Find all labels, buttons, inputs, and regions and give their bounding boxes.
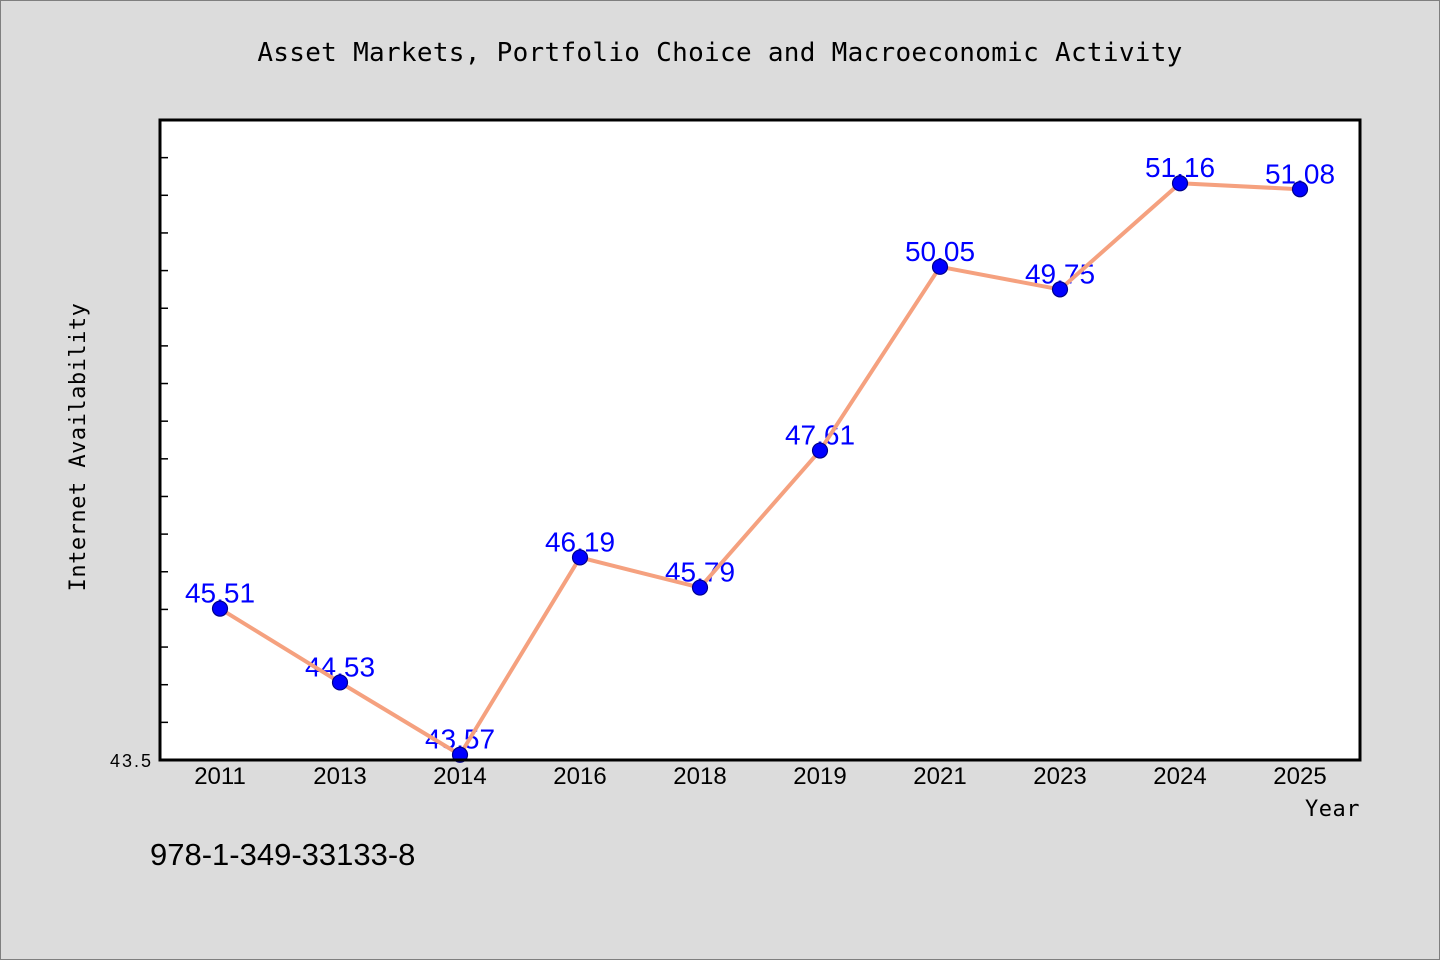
x-tick-label: 2018 [673, 763, 726, 790]
x-tick-label: 2011 [194, 763, 246, 790]
data-point [691, 579, 709, 596]
x-axis-label: Year [1305, 797, 1360, 822]
plot-border [158, 118, 1362, 762]
data-point [931, 258, 949, 275]
x-tick-label: 2013 [313, 763, 366, 790]
y-axis-label: Internet Availability [66, 303, 91, 592]
data-point [211, 600, 229, 617]
data-point [1291, 181, 1309, 198]
data-point [1171, 175, 1189, 192]
data-point [1051, 281, 1069, 298]
plot-area [160, 120, 1360, 760]
data-point [451, 746, 469, 763]
data-point [811, 442, 829, 459]
x-tick-label: 2023 [1033, 763, 1086, 790]
series-markers [211, 175, 1309, 763]
x-tick-label: 2019 [793, 763, 846, 790]
x-tick-label: 2021 [913, 763, 966, 790]
isbn-annotation: 978-1-349-33133-8 [150, 837, 415, 872]
y-tick-label: 43.5 [110, 751, 153, 771]
chart-title: Asset Markets, Portfolio Choice and Macr… [257, 38, 1182, 68]
x-tick-label: 2025 [1273, 763, 1326, 790]
x-tick-label: 2024 [1153, 763, 1206, 790]
x-tick-label: 2016 [553, 763, 606, 790]
data-point [571, 549, 589, 566]
x-tick-labels: 2011 2013 2014 2016 2018 2019 2021 2023 2024 2025 [194, 763, 1327, 790]
y-tick-labels: 43.5 [110, 751, 153, 771]
series-line [218, 181, 1302, 757]
x-tick-label: 2014 [433, 763, 486, 790]
data-point [331, 674, 349, 691]
